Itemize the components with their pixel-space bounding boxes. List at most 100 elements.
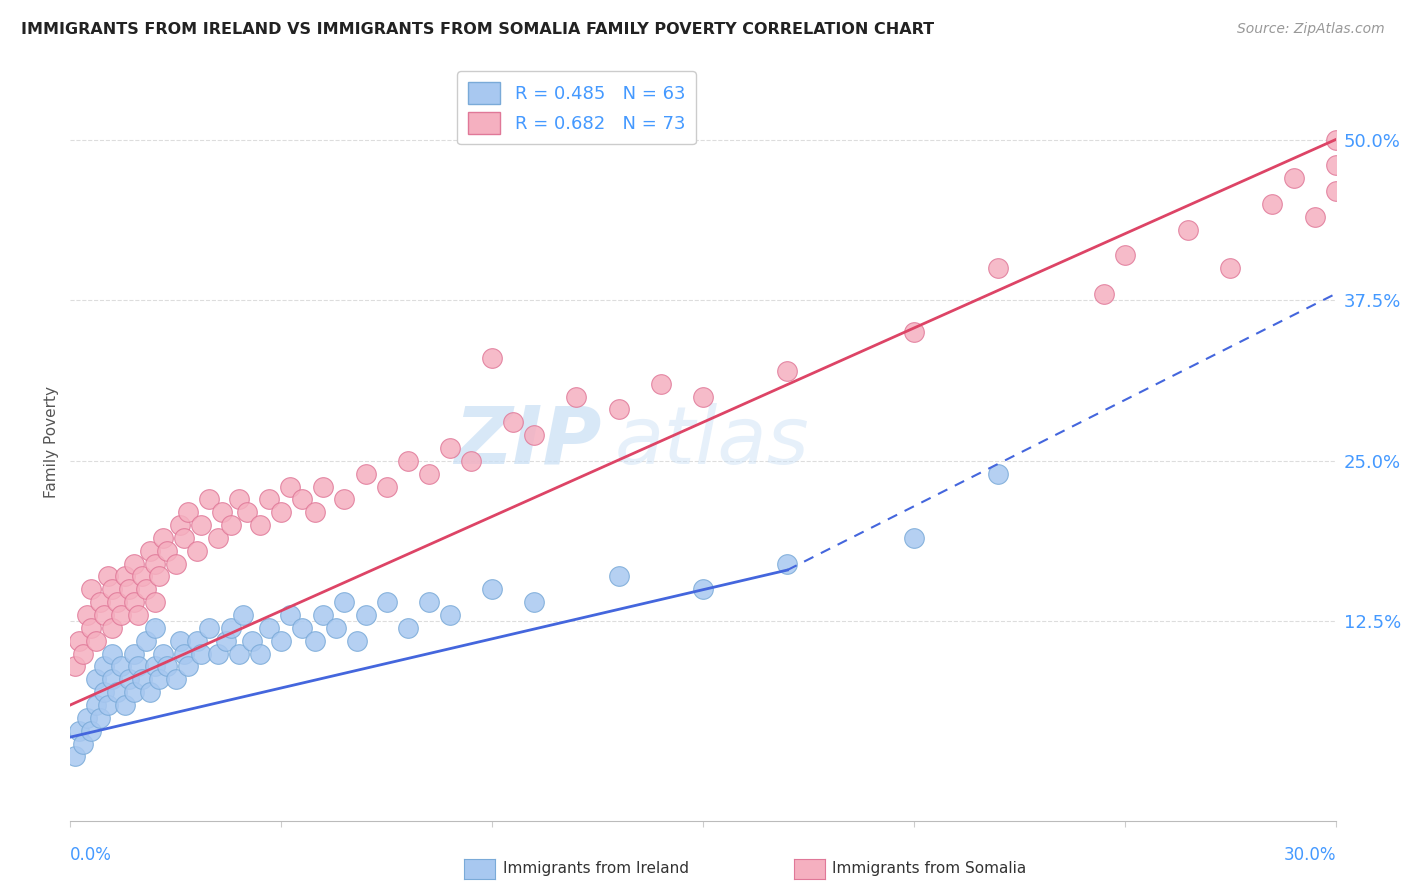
- Point: [396, 454, 419, 468]
- Point: [190, 518, 212, 533]
- Point: [143, 659, 166, 673]
- Point: [198, 492, 221, 507]
- Point: [72, 647, 94, 661]
- Point: [169, 518, 191, 533]
- Point: [148, 673, 170, 687]
- Point: [312, 607, 335, 622]
- Point: [89, 711, 111, 725]
- Point: [101, 647, 124, 661]
- Point: [607, 402, 630, 417]
- Point: [1092, 286, 1115, 301]
- Text: IMMIGRANTS FROM IRELAND VS IMMIGRANTS FROM SOMALIA FAMILY POVERTY CORRELATION CH: IMMIGRANTS FROM IRELAND VS IMMIGRANTS FR…: [21, 22, 934, 37]
- Point: [211, 505, 233, 519]
- Point: [396, 621, 419, 635]
- Point: [215, 633, 238, 648]
- Point: [375, 479, 398, 493]
- Point: [122, 647, 145, 661]
- Point: [72, 737, 94, 751]
- Point: [257, 492, 280, 507]
- Point: [143, 557, 166, 571]
- Y-axis label: Family Poverty: Family Poverty: [44, 385, 59, 498]
- Point: [207, 531, 229, 545]
- Point: [97, 698, 120, 712]
- Point: [354, 467, 377, 481]
- Point: [152, 647, 174, 661]
- Text: 0.0%: 0.0%: [70, 846, 112, 863]
- Point: [84, 698, 107, 712]
- Point: [131, 673, 153, 687]
- Point: [122, 557, 145, 571]
- Point: [502, 415, 524, 429]
- Point: [169, 633, 191, 648]
- Point: [63, 749, 86, 764]
- Point: [1219, 261, 1241, 276]
- Point: [76, 711, 98, 725]
- Point: [93, 685, 115, 699]
- Point: [177, 505, 200, 519]
- Point: [481, 582, 503, 597]
- Point: [93, 659, 115, 673]
- Point: [110, 659, 132, 673]
- Point: [523, 428, 546, 442]
- Text: Immigrants from Somalia: Immigrants from Somalia: [832, 862, 1026, 876]
- Point: [114, 698, 136, 712]
- Point: [152, 531, 174, 545]
- Point: [333, 595, 356, 609]
- Point: [1261, 196, 1284, 211]
- Point: [1114, 248, 1136, 262]
- Point: [67, 633, 90, 648]
- Point: [80, 723, 103, 738]
- Point: [127, 607, 149, 622]
- Point: [481, 351, 503, 365]
- Point: [122, 685, 145, 699]
- Point: [439, 607, 461, 622]
- Point: [67, 723, 90, 738]
- Point: [118, 582, 141, 597]
- Point: [1324, 158, 1347, 172]
- Point: [105, 685, 128, 699]
- Text: Source: ZipAtlas.com: Source: ZipAtlas.com: [1237, 22, 1385, 37]
- Point: [1282, 171, 1305, 186]
- Point: [375, 595, 398, 609]
- Point: [143, 595, 166, 609]
- Point: [139, 685, 162, 699]
- Point: [270, 505, 292, 519]
- Point: [143, 621, 166, 635]
- Point: [333, 492, 356, 507]
- Point: [110, 607, 132, 622]
- Point: [776, 364, 799, 378]
- Point: [127, 659, 149, 673]
- Point: [565, 390, 588, 404]
- Point: [304, 633, 326, 648]
- Point: [118, 673, 141, 687]
- Point: [101, 582, 124, 597]
- Point: [165, 557, 187, 571]
- Point: [165, 673, 187, 687]
- Point: [122, 595, 145, 609]
- Text: atlas: atlas: [614, 402, 810, 481]
- Point: [291, 492, 314, 507]
- Point: [523, 595, 546, 609]
- Point: [903, 531, 925, 545]
- Point: [89, 595, 111, 609]
- Point: [207, 647, 229, 661]
- Point: [249, 518, 271, 533]
- Point: [278, 479, 301, 493]
- Point: [1324, 184, 1347, 198]
- Point: [190, 647, 212, 661]
- Point: [249, 647, 271, 661]
- Point: [101, 621, 124, 635]
- Point: [987, 467, 1010, 481]
- Text: ZIP: ZIP: [454, 402, 602, 481]
- Point: [219, 621, 242, 635]
- Point: [460, 454, 482, 468]
- Point: [903, 326, 925, 340]
- Point: [148, 569, 170, 583]
- Point: [135, 633, 157, 648]
- Point: [84, 633, 107, 648]
- Point: [278, 607, 301, 622]
- Legend: R = 0.485   N = 63, R = 0.682   N = 73: R = 0.485 N = 63, R = 0.682 N = 73: [457, 71, 696, 145]
- Point: [80, 621, 103, 635]
- Point: [198, 621, 221, 635]
- Point: [607, 569, 630, 583]
